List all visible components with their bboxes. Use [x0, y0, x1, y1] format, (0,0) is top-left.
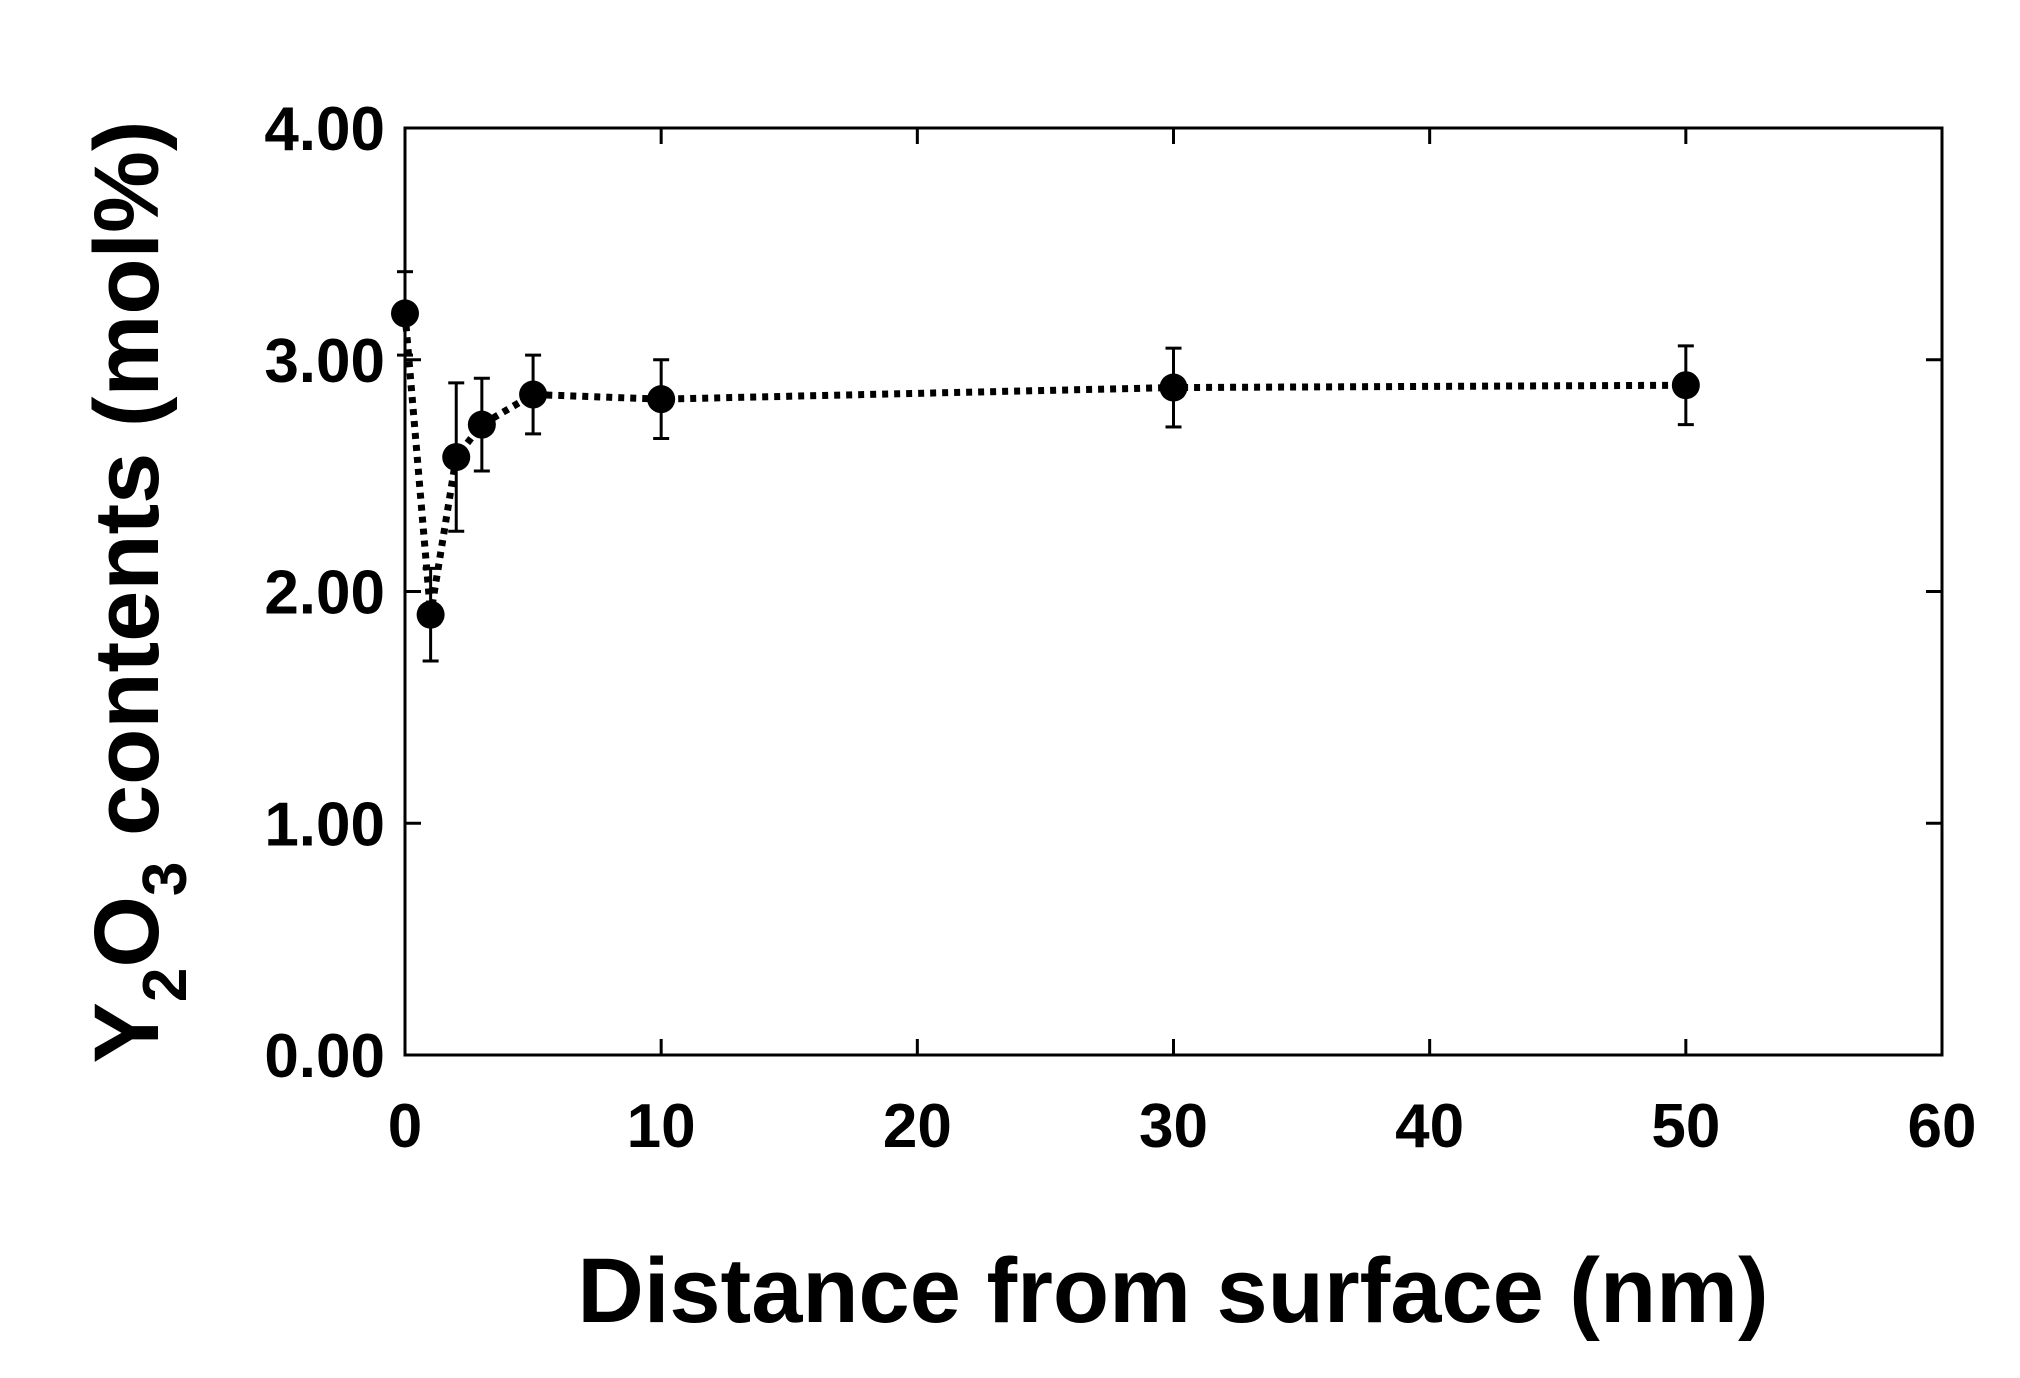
y-tick-labels: 0.00 1.00 2.00 3.00 4.00 [264, 95, 385, 1091]
y-tick-label-2: 2.00 [264, 559, 385, 628]
data-point [442, 443, 471, 472]
x-tick-label-40: 40 [1395, 1092, 1464, 1161]
y-axis-label-subscript: 2 [131, 968, 200, 1002]
y-axis-label-part: O [76, 896, 178, 968]
y-tick-label-4: 4.00 [264, 95, 385, 164]
y-tick-label-1: 1.00 [264, 790, 385, 859]
x-tick-label-10: 10 [627, 1092, 696, 1161]
y-axis-label-subscript: 3 [131, 862, 200, 896]
x-tick-label-60: 60 [1908, 1092, 1977, 1161]
data-point [519, 380, 548, 409]
axis-ticks [403, 126, 1944, 1057]
data-point [647, 385, 676, 414]
y-axis-label-part: contents (mol%) [76, 120, 178, 861]
data-point [391, 299, 419, 328]
x-tick-label-0: 0 [388, 1092, 422, 1161]
y-axis-label-part: Y [76, 1002, 178, 1063]
y-tick-label-3: 3.00 [264, 327, 385, 396]
plot-frame [403, 126, 1944, 1057]
data-point [1671, 371, 1700, 400]
x-tick-label-20: 20 [883, 1092, 952, 1161]
data-point [416, 600, 445, 629]
y-tick-label-0: 0.00 [264, 1022, 385, 1091]
data-point [467, 410, 496, 439]
x-tick-labels: 0 10 20 30 40 50 60 [388, 1092, 1977, 1161]
y-axis-label: Y2O3 contents (mol%) [76, 120, 200, 1063]
x-axis-label: Distance from surface (nm) [577, 1240, 1768, 1342]
data-point [1159, 373, 1188, 402]
series-line [401, 313, 1686, 616]
x-tick-label-30: 30 [1139, 1092, 1208, 1161]
x-tick-label-50: 50 [1651, 1092, 1720, 1161]
data-series [391, 270, 1700, 663]
